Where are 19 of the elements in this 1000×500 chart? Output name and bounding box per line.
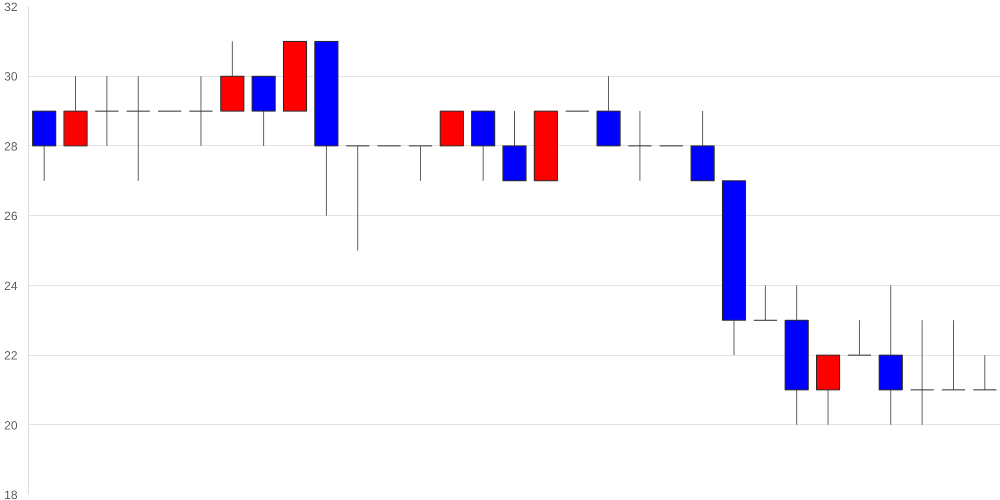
- candlestick: [972, 354, 997, 390]
- y-tick-label: 22: [4, 348, 18, 363]
- candlestick: [753, 284, 778, 321]
- y-tick-label: 24: [4, 278, 18, 293]
- y-tick-label: 18: [4, 488, 18, 500]
- y-tick-label: 32: [4, 0, 18, 14]
- y-tick-label: 20: [4, 418, 18, 432]
- y-tick-label: 26: [4, 209, 18, 224]
- candlestick: [408, 145, 433, 182]
- candlestick: [847, 320, 872, 356]
- y-tick-label: 28: [4, 139, 18, 154]
- candlestick: [941, 320, 966, 390]
- candlestick: [94, 76, 119, 146]
- candlestick: [188, 76, 214, 146]
- candlestick: [126, 76, 150, 182]
- y-tick-label: 30: [4, 70, 18, 84]
- candlestick: [346, 145, 370, 251]
- candlestick: [910, 320, 934, 426]
- candlestick: [628, 110, 652, 182]
